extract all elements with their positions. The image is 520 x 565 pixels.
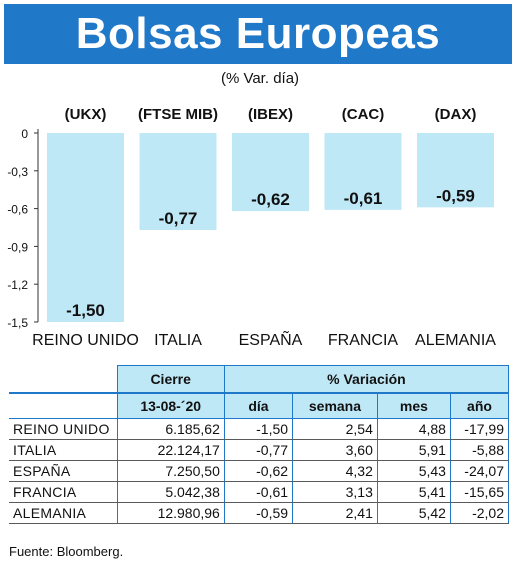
index-label: (DAX) [435, 106, 477, 123]
cell-name: ALEMANIA [9, 502, 118, 524]
bar-value-label: -0,61 [344, 189, 383, 208]
cell-dia: -0,61 [223, 481, 294, 503]
cell-dia: -0,77 [223, 439, 294, 461]
cell-ano: -2,02 [449, 502, 510, 524]
bar-chart: 0 -0,3 -0,6 -0,9 -1,2 -1,5 (UKX) -1,50 REINO UNI… [7, 106, 496, 349]
cell-cierre: 12.980,96 [116, 502, 225, 524]
col-mes: mes [376, 392, 451, 419]
table-row: ALEMANIA 12.980,96 -0,59 2,41 5,42 -2,02 [9, 502, 510, 524]
col-date: 13-08-´20 [116, 392, 225, 419]
bar-value-label: -1,50 [66, 301, 105, 320]
cell-name: REINO UNIDO [9, 418, 118, 440]
index-label: (UKX) [65, 106, 107, 123]
col-dia: día [223, 392, 294, 419]
bar-value-label: -0,77 [159, 209, 198, 228]
table-row: ITALIA 22.124,17 -0,77 3,60 5,91 -5,88 [9, 439, 510, 461]
cell-semana: 4,32 [292, 460, 378, 482]
bar [47, 133, 124, 322]
data-table: Cierre % Variación 13-08-´20 día semana … [9, 365, 510, 524]
table-corner-sub [9, 392, 118, 419]
y-tick-label: 0 [21, 127, 28, 141]
cell-ano: -24,07 [449, 460, 510, 482]
table-row: REINO UNIDO 6.185,62 -1,50 2,54 4,88 -17,99 [9, 418, 510, 440]
cell-name: FRANCIA [9, 481, 118, 503]
index-label: (CAC) [342, 106, 385, 123]
cell-mes: 5,41 [376, 481, 451, 503]
table-row: ESPAÑA 7.250,50 -0,62 4,32 5,43 -24,07 [9, 460, 510, 482]
table-body: REINO UNIDO 6.185,62 -1,50 2,54 4,88 -17,99 IT… [9, 418, 510, 524]
header-variacion: % Variación [223, 365, 510, 394]
cell-mes: 5,43 [376, 460, 451, 482]
col-ano: año [449, 392, 510, 419]
cell-name: ESPAÑA [9, 460, 118, 482]
cell-semana: 2,41 [292, 502, 378, 524]
category-label: REINO UNIDO [32, 332, 139, 349]
index-label: (FTSE MIB) [138, 106, 218, 123]
bar [232, 133, 309, 212]
y-tick-label: -0,9 [7, 240, 28, 254]
y-tick-label: -0,3 [7, 165, 28, 179]
cell-ano: -5,88 [449, 439, 510, 461]
cell-dia: -1,50 [223, 418, 294, 440]
category-label: ALEMANIA [415, 332, 496, 349]
cell-mes: 5,42 [376, 502, 451, 524]
cell-cierre: 6.185,62 [116, 418, 225, 440]
bar [139, 133, 217, 231]
source-note: Fuente: Bloomberg. [9, 544, 124, 559]
title-banner: Bolsas Europeas [4, 4, 512, 64]
cell-dia: -0,59 [223, 502, 294, 524]
bar [324, 133, 402, 210]
cell-semana: 2,54 [292, 418, 378, 440]
col-semana: semana [292, 392, 378, 419]
category-label: FRANCIA [328, 332, 399, 349]
cell-cierre: 22.124,17 [116, 439, 225, 461]
cell-cierre: 5.042,38 [116, 481, 225, 503]
cell-dia: -0,62 [223, 460, 294, 482]
header-cierre: Cierre [116, 365, 225, 394]
index-label: (IBEX) [248, 106, 293, 123]
cell-semana: 3,60 [292, 439, 378, 461]
cell-ano: -17,99 [449, 418, 510, 440]
table-row: FRANCIA 5.042,38 -0,61 3,13 5,41 -15,65 [9, 481, 510, 503]
cell-cierre: 7.250,50 [116, 460, 225, 482]
table-corner [9, 365, 118, 394]
page-title: Bolsas Europeas [75, 9, 441, 58]
y-tick-label: -1,5 [7, 316, 28, 330]
bar [417, 133, 494, 208]
y-tick-label: -1,2 [7, 278, 28, 292]
category-label: ITALIA [154, 332, 202, 349]
bar-value-label: -0,59 [436, 186, 475, 205]
category-label: ESPAÑA [239, 329, 303, 349]
y-tick-label: -0,6 [7, 203, 28, 217]
data-table-wrapper: Cierre % Variación 13-08-´20 día semana … [9, 365, 510, 524]
cell-name: ITALIA [9, 439, 118, 461]
cell-ano: -15,65 [449, 481, 510, 503]
cell-semana: 3,13 [292, 481, 378, 503]
chart-subtitle: (% Var. día) [220, 70, 300, 87]
bar-value-label: -0,62 [251, 190, 290, 209]
cell-mes: 4,88 [376, 418, 451, 440]
cell-mes: 5,91 [376, 439, 451, 461]
